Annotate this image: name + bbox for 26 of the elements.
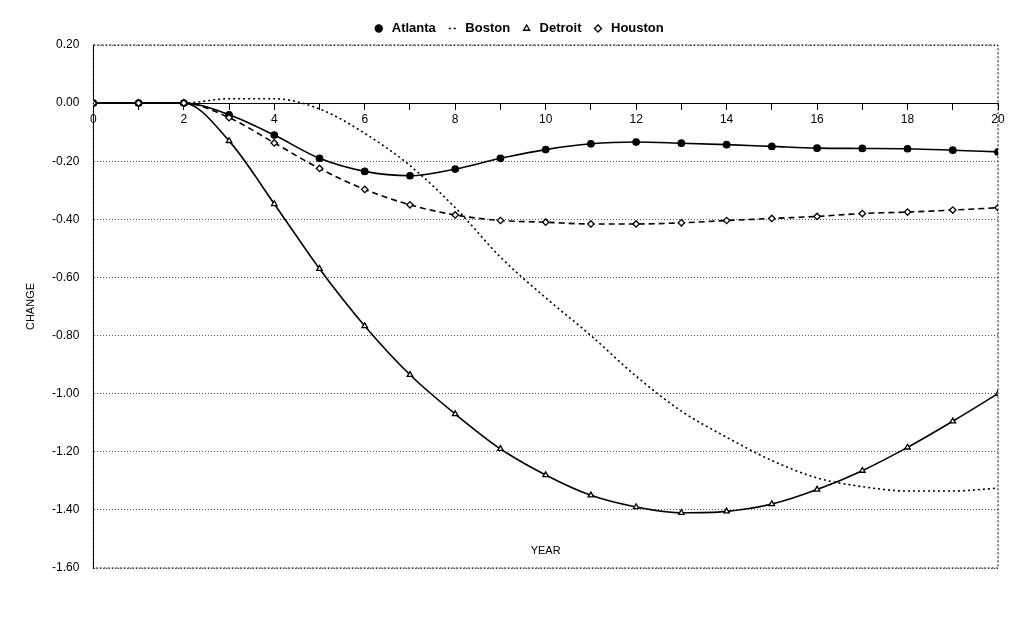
y-tick-label: 0.00 [55, 95, 80, 110]
x-tick-label: 16 [810, 111, 825, 126]
y-tick-label: -1.60 [51, 560, 80, 575]
x-tick-label: 10 [539, 111, 553, 126]
y-tick-label: -1.20 [51, 444, 80, 459]
y-tick-label: -0.20 [51, 153, 80, 168]
x-tick-label: 12 [629, 111, 644, 126]
legend-label: Atlanta [391, 20, 437, 36]
legend-label: Boston [465, 20, 511, 36]
x-tick-label: 6 [361, 111, 369, 126]
x-tick-label: 18 [900, 111, 915, 126]
legend-label: Detroit [539, 20, 583, 36]
legend-label: Houston [611, 20, 664, 36]
x-tick-label: 4 [270, 111, 278, 126]
y-tick-label: -1.40 [51, 502, 80, 517]
y-axis-title: CHANGE [24, 282, 37, 331]
y-tick-label: -0.80 [51, 327, 80, 342]
x-axis-title: YEAR [530, 543, 561, 556]
y-tick-label: -0.60 [51, 269, 80, 284]
x-tick-label: 20 [991, 111, 1005, 126]
y-tick-label: -0.40 [51, 211, 80, 226]
y-tick-label: 0.20 [55, 37, 80, 52]
x-tick-label: 8 [451, 111, 459, 126]
y-tick-label: -1.00 [51, 385, 80, 400]
x-tick-label: 2 [180, 111, 188, 126]
x-tick-label: 14 [719, 111, 734, 126]
